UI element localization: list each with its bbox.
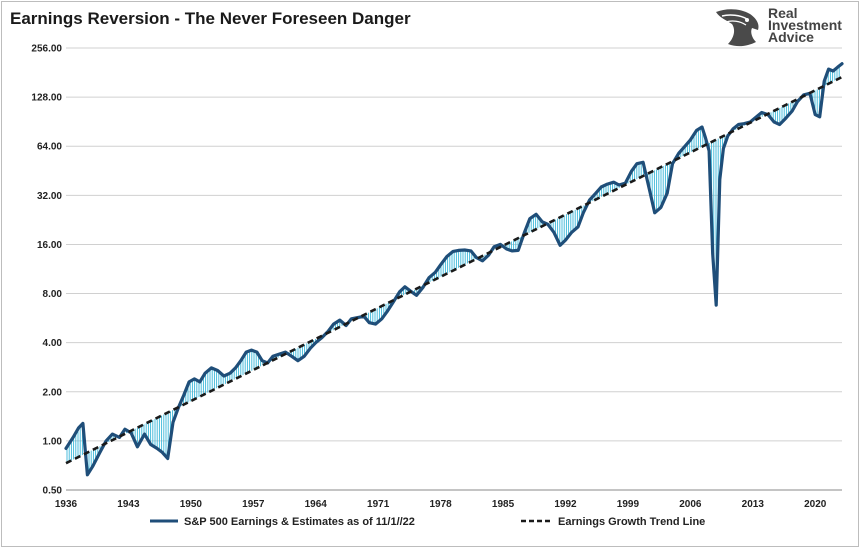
y-tick-label: 64.00: [37, 142, 62, 153]
x-tick-label: 1964: [305, 499, 328, 510]
x-axis-ticks: 1936 1943 1950 1957 1964 1971 1978 1985 1992 1999…: [55, 489, 842, 510]
x-tick-label: 1943: [117, 499, 140, 510]
y-tick-label: 128.00: [31, 93, 62, 104]
legend: S&P 500 Earnings & Estimates as of 11/1/…: [150, 516, 705, 528]
eagle-head-icon: [716, 9, 759, 47]
y-tick-label: 2.00: [43, 387, 63, 398]
x-tick-label: 1999: [617, 499, 640, 510]
x-tick-label: 1978: [429, 499, 452, 510]
y-tick-label: 16.00: [37, 240, 62, 251]
legend-label-earnings: S&P 500 Earnings & Estimates as of 11/1/…: [184, 516, 415, 528]
x-tick-label: 1936: [55, 499, 78, 510]
x-tick-label: 2020: [804, 499, 827, 510]
y-axis-ticks: 256.00 128.00 64.00 32.00 16.00 8.00 4.00 2.00 1…: [31, 44, 62, 497]
series-trend-line: [65, 75, 843, 465]
chart-title: Earnings Reversion - The Never Foreseen …: [10, 9, 411, 28]
y-tick-label: 32.00: [37, 191, 62, 202]
series-sp500-earnings: [64, 62, 844, 477]
x-tick-label: 1971: [367, 499, 390, 510]
x-tick-label: 2013: [742, 499, 765, 510]
y-tick-label: 4.00: [43, 338, 63, 349]
x-tick-label: 1985: [492, 499, 515, 510]
x-tick-label: 1950: [180, 499, 203, 510]
y-tick-label: 1.00: [43, 436, 63, 447]
logo-wordmark: Real Investment Advice: [768, 5, 842, 45]
legend-label-trend: Earnings Growth Trend Line: [558, 516, 705, 528]
x-tick-label: 1957: [242, 499, 265, 510]
x-tick-label: 1992: [554, 499, 577, 510]
gridlines: [66, 47, 842, 491]
real-investment-advice-logo: Real Investment Advice: [714, 6, 854, 50]
plot-series: [64, 62, 844, 477]
x-tick-label: 2006: [679, 499, 702, 510]
y-tick-label: 0.50: [43, 486, 63, 497]
y-tick-label: 8.00: [43, 289, 63, 300]
deviation-hatch: [66, 65, 840, 473]
y-tick-label: 256.00: [31, 44, 62, 55]
